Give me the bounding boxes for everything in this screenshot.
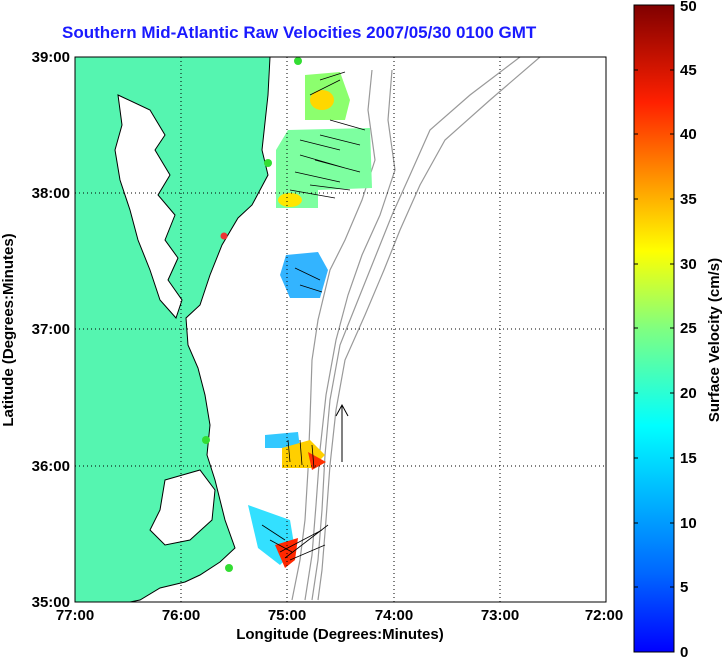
colorbar-tick-label: 25 (680, 320, 697, 337)
velocity-patch-mid-north (276, 128, 372, 208)
velocity-hotspot-north (310, 90, 334, 110)
station-marker (294, 57, 302, 65)
colorbar-tick-label: 15 (680, 450, 697, 467)
colorbar-tick-label: 10 (680, 515, 697, 532)
reference-vector (335, 403, 349, 462)
colorbar-tick-label: 45 (680, 62, 697, 79)
plot-frame (74, 56, 607, 603)
colorbar-tick-label: 20 (680, 385, 697, 402)
station-marker (202, 436, 210, 444)
colorbar-ticks (634, 4, 674, 588)
y-tick-label: 37:00 (32, 321, 70, 338)
colorbar-tick-label: 5 (680, 579, 688, 596)
velocity-hotspot-mid-north (278, 193, 302, 207)
x-tick-label: 73:00 (481, 607, 519, 624)
y-axis-label: Latitude (Degrees:Minutes) (0, 233, 17, 426)
x-tick-label: 75:00 (268, 607, 306, 624)
colorbar (633, 4, 675, 653)
velocity-patch-central (280, 252, 328, 298)
x-tick-label: 72:00 (585, 607, 623, 624)
colorbar-tick-label: 50 (680, 0, 697, 15)
bay-water (114, 94, 183, 319)
y-tick-label: 39:00 (32, 49, 70, 66)
x-tick-label: 77:00 (56, 607, 94, 624)
x-tick-label: 74:00 (375, 607, 413, 624)
colorbar-tick-label: 30 (680, 256, 697, 273)
y-tick-label: 38:00 (32, 185, 70, 202)
station-marker (220, 232, 228, 240)
station-marker (225, 564, 233, 572)
colorbar-tick-label: 35 (680, 191, 697, 208)
velocity-vectors (261, 71, 366, 561)
colorbar-tick-label: 0 (680, 644, 688, 659)
x-axis-label: Longitude (Degrees:Minutes) (236, 626, 444, 643)
colorbar-label: Surface Velocity (cm/s) (706, 258, 723, 422)
grid-lines (75, 57, 606, 602)
colorbar-tick-label: 40 (680, 126, 697, 143)
velocity-hotspot-hatteras (308, 452, 326, 470)
velocity-patch-hatteras (265, 432, 300, 448)
bay-water-south (149, 469, 216, 546)
y-tick-label: 36:00 (32, 458, 70, 475)
station-marker (264, 159, 272, 167)
x-tick-label: 76:00 (162, 607, 200, 624)
y-tick-label: 35:00 (32, 594, 70, 611)
map-title: Southern Mid-Atlantic Raw Velocities 200… (62, 23, 537, 42)
